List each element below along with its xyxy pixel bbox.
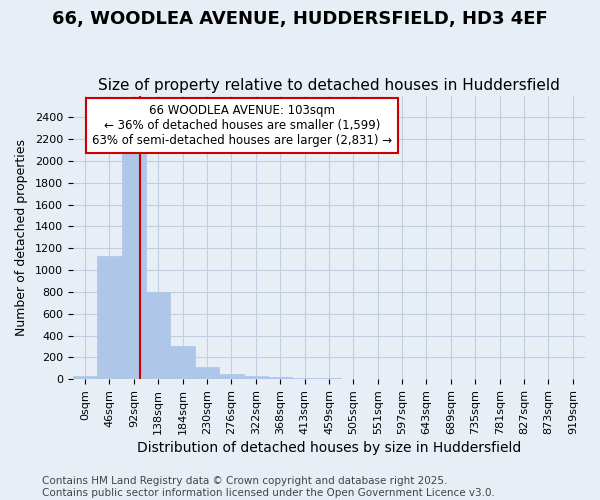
Bar [195, 367, 219, 379]
Bar [268, 377, 292, 379]
X-axis label: Distribution of detached houses by size in Huddersfield: Distribution of detached houses by size … [137, 441, 521, 455]
Bar [317, 378, 341, 379]
Text: 66, WOODLEA AVENUE, HUDDERSFIELD, HD3 4EF: 66, WOODLEA AVENUE, HUDDERSFIELD, HD3 4E… [52, 10, 548, 28]
Bar [292, 378, 317, 379]
Bar [122, 118, 146, 379]
Title: Size of property relative to detached houses in Huddersfield: Size of property relative to detached ho… [98, 78, 560, 93]
Bar [97, 256, 122, 379]
Bar [146, 292, 170, 379]
Bar [244, 376, 268, 379]
Y-axis label: Number of detached properties: Number of detached properties [15, 139, 28, 336]
Bar [170, 346, 195, 379]
Bar [73, 376, 97, 379]
Text: 66 WOODLEA AVENUE: 103sqm
← 36% of detached houses are smaller (1,599)
63% of se: 66 WOODLEA AVENUE: 103sqm ← 36% of detac… [92, 104, 392, 147]
Bar [219, 374, 244, 379]
Text: Contains HM Land Registry data © Crown copyright and database right 2025.
Contai: Contains HM Land Registry data © Crown c… [42, 476, 495, 498]
